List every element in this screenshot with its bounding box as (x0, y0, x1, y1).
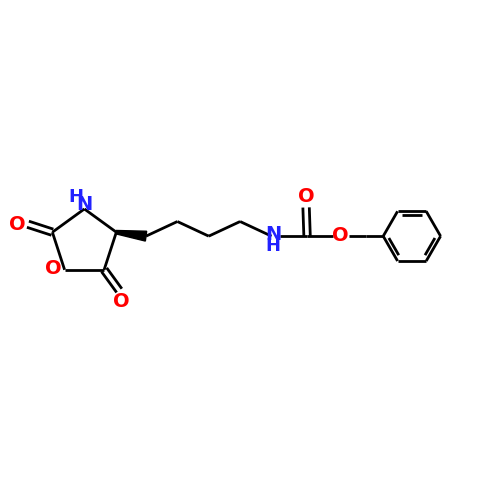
Text: N: N (265, 224, 281, 244)
Text: O: O (8, 214, 25, 234)
Text: O: O (332, 226, 349, 244)
Text: H: H (68, 188, 83, 206)
Text: O: O (46, 260, 62, 278)
Polygon shape (116, 230, 146, 241)
Text: O: O (114, 292, 130, 311)
Text: O: O (298, 187, 314, 206)
Text: N: N (76, 194, 92, 214)
Text: H: H (266, 237, 280, 255)
